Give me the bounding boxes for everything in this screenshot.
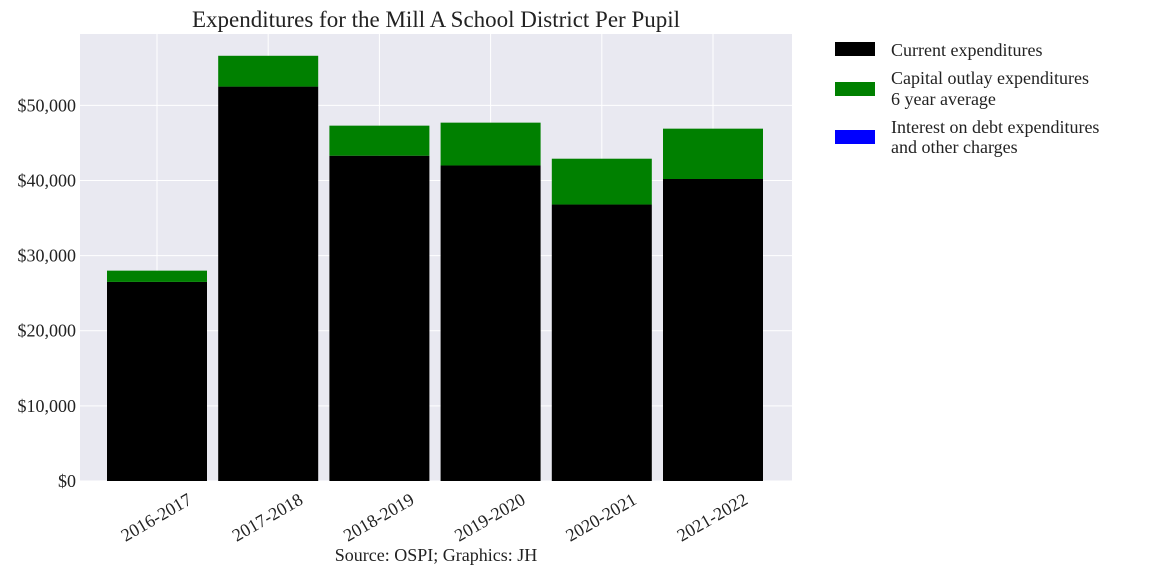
legend-label: Capital outlay expenditures 6 year averag… — [891, 68, 1089, 109]
x-tick-label: 2016-2017 — [117, 489, 195, 545]
legend-label: Current expenditures — [891, 40, 1042, 60]
bar-current-expenditures-2019-2020 — [440, 165, 541, 481]
bar-current-expenditures-2020-2021 — [551, 204, 652, 481]
bar-current-expenditures-2018-2019 — [329, 155, 430, 481]
bars-layer — [107, 55, 763, 482]
x-tick-label: 2021-2022 — [673, 489, 751, 545]
y-tick-label: $10,000 — [18, 396, 77, 416]
bar-current-expenditures-2016-2017 — [107, 281, 207, 481]
legend-swatch — [835, 82, 875, 96]
y-tick-label: $20,000 — [18, 321, 77, 341]
y-tick-label: $0 — [58, 471, 76, 491]
x-axis-label: Source: OSPI; Graphics: JH — [335, 545, 537, 565]
legend: Current expenditures Capital outlay expen… — [835, 40, 1099, 157]
legend-swatch — [835, 130, 875, 144]
legend-swatch — [835, 42, 875, 56]
bar-capital-outlay-expenditures-2018-2019 — [329, 125, 430, 156]
bar-capital-outlay-expenditures-2017-2018 — [218, 55, 319, 87]
bar-capital-outlay-expenditures-2020-2021 — [551, 158, 652, 205]
chart-title: Expenditures for the Mill A School Distr… — [192, 7, 680, 32]
x-tick-label: 2019-2020 — [451, 489, 529, 545]
y-axis: $0 $10,000 $20,000 $30,000 $40,000 $50,000 — [18, 95, 77, 491]
y-tick-label: $50,000 — [18, 95, 77, 115]
x-tick-label: 2018-2019 — [340, 489, 418, 545]
bar-capital-outlay-expenditures-2019-2020 — [440, 122, 541, 166]
bar-current-expenditures-2017-2018 — [218, 86, 319, 482]
bar-capital-outlay-expenditures-2021-2022 — [663, 128, 763, 179]
legend-label: Interest on debt expenditures and other c… — [891, 117, 1099, 157]
y-tick-label: $30,000 — [18, 246, 77, 266]
bar-current-expenditures-2021-2022 — [663, 178, 763, 481]
x-tick-label: 2017-2018 — [229, 489, 307, 545]
x-axis: 2016-2017 2017-2018 2018-2019 2019-2020 2020… — [117, 489, 751, 545]
bar-capital-outlay-expenditures-2016-2017 — [107, 270, 207, 282]
x-tick-label: 2020-2021 — [562, 489, 640, 545]
y-tick-label: $40,000 — [18, 170, 77, 190]
